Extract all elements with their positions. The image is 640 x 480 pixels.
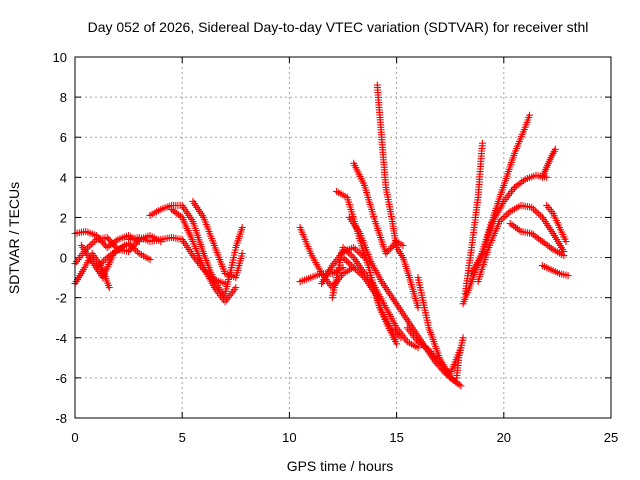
plot-frame — [74, 56, 612, 419]
series-track-30 — [538, 262, 572, 280]
data-points — [474, 201, 568, 286]
data-points — [146, 201, 229, 302]
series-track-22 — [453, 334, 467, 382]
series-track-9 — [189, 197, 246, 282]
series-track-6 — [146, 201, 229, 302]
data-points — [339, 254, 401, 348]
y-tick-label: 8 — [60, 90, 67, 105]
y-tick-label: -4 — [55, 331, 67, 346]
x-tick-label: 15 — [389, 430, 403, 445]
x-tick-label: 20 — [497, 430, 511, 445]
data-points — [506, 220, 568, 260]
series-track-19 — [373, 81, 422, 312]
series-track-25 — [468, 171, 551, 278]
series-track-10 — [221, 224, 246, 298]
data-points — [538, 145, 559, 181]
series-track-8 — [168, 205, 240, 306]
data-points — [92, 240, 154, 272]
series-track-28 — [538, 145, 559, 181]
y-tick-label: 6 — [60, 130, 67, 145]
data-points — [189, 197, 246, 282]
series-track-17 — [339, 254, 401, 348]
y-tick-label: 10 — [53, 50, 67, 65]
x-tick-label: 25 — [604, 430, 618, 445]
series-track-29 — [543, 201, 570, 245]
y-tick-label: -6 — [55, 371, 67, 386]
x-tick-label: 10 — [282, 430, 296, 445]
data-points — [461, 139, 486, 298]
data-points — [373, 81, 422, 312]
series-track-21 — [414, 274, 465, 390]
data-points — [221, 224, 246, 298]
series-track-26 — [474, 201, 568, 286]
series-track-24 — [461, 139, 486, 298]
series-track-27 — [506, 220, 568, 260]
y-tick-label: 2 — [60, 210, 67, 225]
data-points — [168, 205, 240, 306]
data-points — [538, 262, 572, 280]
x-tick-labels: 0 5 10 15 20 25 — [71, 430, 618, 445]
y-tick-labels: -8 -6 -4 -2 0 2 4 6 8 10 — [53, 50, 67, 426]
data-layer — [71, 81, 572, 390]
x-tick-label: 5 — [179, 430, 186, 445]
data-points — [468, 171, 551, 278]
y-axis-label: SDTVAR / TECUs — [6, 182, 22, 294]
x-axis-label: GPS time / hours — [287, 458, 394, 474]
x-tick-label: 0 — [71, 430, 78, 445]
data-points — [543, 201, 570, 245]
y-tick-label: 4 — [60, 170, 67, 185]
y-tick-label: -8 — [55, 411, 67, 426]
y-tick-label: -2 — [55, 291, 67, 306]
y-tick-label: 0 — [60, 251, 67, 266]
data-points — [453, 334, 467, 382]
data-points — [414, 274, 465, 390]
series-track-5 — [92, 240, 154, 272]
chart-title: Day 052 of 2026, Sidereal Day-to-day VTE… — [88, 19, 589, 35]
